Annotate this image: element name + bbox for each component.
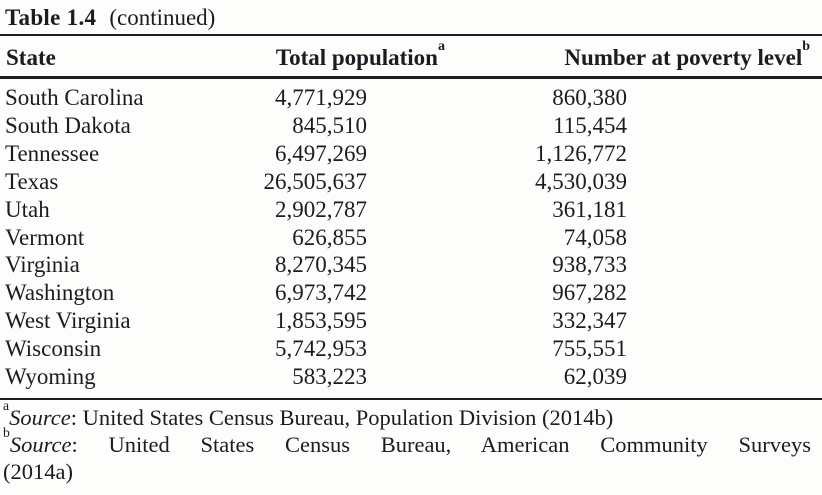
cell-state: Vermont [5, 224, 85, 250]
table-continued-label: (continued) [109, 5, 216, 30]
cell-population: 5,742,953 [275, 336, 367, 362]
cell-population: 4,771,929 [275, 85, 367, 110]
footnote-b-source-label: Source [9, 432, 72, 457]
footnote-marker-a: a [437, 38, 445, 55]
cell-poverty: 332,347 [552, 308, 627, 334]
rule-below-caption [0, 34, 822, 36]
table-caption: Table 1.4 (continued) [5, 5, 215, 31]
cell-state: Wisconsin [5, 336, 102, 362]
footnote-b-marker: b [3, 425, 10, 441]
cell-population: 583,223 [292, 364, 367, 390]
cell-population: 26,505,637 [263, 168, 368, 194]
cell-state: Wyoming [5, 364, 96, 390]
table-row: Wisconsin 5,742,953 755,551 [0, 335, 822, 363]
footnote-a-source-label: Source [9, 405, 71, 430]
cell-population: 1,853,595 [275, 308, 367, 334]
table-number: Table 1.4 [5, 5, 97, 30]
cell-population: 8,270,345 [275, 252, 367, 278]
table-row: Vermont 626,855 74,058 [0, 224, 822, 252]
table-row: Wyoming 583,223 62,039 [0, 363, 822, 391]
column-header-total-population: Total populationa [275, 39, 445, 71]
column-header-poverty-level: Number at poverty levelb [564, 39, 810, 71]
footnote-b: bSource: United States Census Bureau, Am… [3, 426, 811, 458]
cell-poverty: 115,454 [553, 112, 627, 138]
table-row: Texas 26,505,637 4,530,039 [0, 168, 822, 196]
table-row: Utah 2,902,787 361,181 [0, 196, 822, 224]
cell-poverty: 860,380 [552, 85, 627, 110]
column-header-state: State [6, 45, 56, 70]
cell-state: South Dakota [5, 112, 131, 138]
table-body: South Carolina 4,771,929 860,380 South D… [0, 84, 822, 391]
cell-poverty: 361,181 [552, 196, 627, 222]
cell-poverty: 755,551 [552, 336, 627, 362]
cell-poverty: 74,058 [563, 224, 627, 250]
cell-population: 6,497,269 [275, 140, 367, 166]
table-row: Virginia 8,270,345 938,733 [0, 251, 822, 279]
table-row: South Dakota 845,510 115,454 [0, 112, 822, 140]
cell-poverty: 938,733 [552, 252, 627, 278]
footnotes: aSource: United States Census Bureau, Po… [3, 399, 811, 485]
cell-poverty: 4,530,039 [535, 168, 627, 194]
table-row: Tennessee 6,497,269 1,126,772 [0, 140, 822, 168]
cell-poverty: 1,126,772 [535, 140, 627, 166]
table-row: West Virginia 1,853,595 332,347 [0, 307, 822, 335]
footnote-b-text: : United States Census Bureau, American … [71, 432, 811, 457]
cell-population: 6,973,742 [275, 280, 367, 306]
rule-bottom [0, 398, 822, 400]
table-row: South Carolina 4,771,929 860,380 [0, 84, 822, 112]
cell-state: Texas [5, 168, 59, 194]
footnote-a-marker: a [3, 398, 10, 414]
rule-below-header [0, 76, 822, 79]
table-row: Washington 6,973,742 967,282 [0, 279, 822, 307]
cell-state: Utah [5, 196, 50, 222]
cell-population: 2,902,787 [275, 196, 367, 222]
cell-state: South Carolina [5, 85, 144, 110]
cell-state: Washington [5, 280, 115, 306]
cell-state: Tennessee [5, 140, 100, 166]
table-header: State Total populationa Number at povert… [0, 39, 822, 73]
column-header-total-population-label: Total population [275, 45, 438, 70]
footnote-a: aSource: United States Census Bureau, Po… [3, 399, 811, 431]
cell-state: Virginia [5, 252, 80, 278]
column-header-poverty-level-label: Number at poverty level [564, 45, 803, 70]
footnote-marker-b: b [802, 38, 810, 55]
cell-poverty: 967,282 [552, 280, 627, 306]
cell-population: 845,510 [292, 112, 367, 138]
footnote-b-overflow: (2014a) [3, 459, 73, 484]
footnote-a-text: : United States Census Bureau, Populatio… [70, 405, 614, 430]
cell-poverty: 62,039 [563, 364, 627, 390]
cell-population: 626,855 [292, 224, 367, 250]
cell-state: West Virginia [5, 308, 131, 334]
